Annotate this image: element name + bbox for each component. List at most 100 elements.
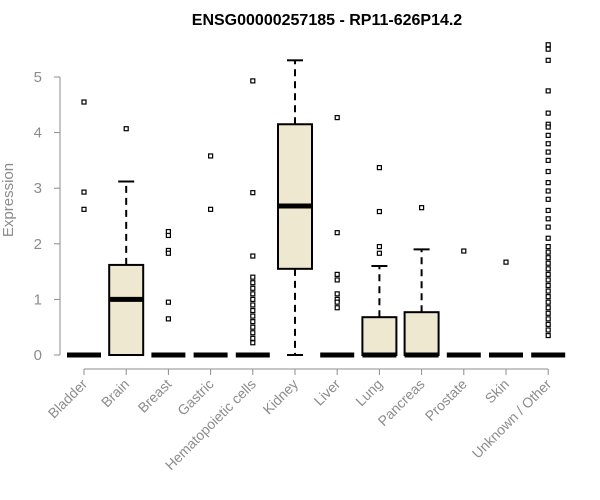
outlier-point (376, 243, 382, 250)
box-breast (151, 228, 186, 358)
outlier-point (545, 110, 551, 116)
outlier-point (545, 188, 551, 194)
outlier-point (81, 99, 87, 105)
y-tick-label: 2 (34, 236, 42, 253)
y-tick-label: 4 (34, 125, 42, 142)
x-tick-label: Unknown / Other (469, 376, 555, 462)
plot-area (67, 42, 566, 358)
outlier-point (545, 249, 551, 255)
outlier-point (81, 189, 87, 195)
outlier-point (250, 78, 256, 84)
box-iqr (277, 123, 313, 270)
outlier-point (123, 126, 129, 132)
outlier-point (545, 260, 551, 266)
outlier-point (545, 157, 551, 163)
outlier-point (545, 255, 551, 261)
y-tick-label: 1 (34, 291, 42, 308)
outlier-point (376, 165, 382, 171)
outlier-point (545, 46, 551, 52)
outlier-point (545, 271, 551, 277)
x-tick-label: Kidney (260, 376, 302, 418)
outlier-point (250, 313, 256, 319)
outlier-point (208, 206, 214, 212)
outlier-point (250, 296, 256, 302)
outlier-point (545, 294, 551, 300)
y-tick-label: 5 (34, 69, 42, 86)
box-liver (320, 114, 355, 358)
outlier-point (545, 299, 551, 305)
outlier-point (545, 305, 551, 311)
outlier-point (545, 180, 551, 186)
outlier-point (545, 235, 551, 241)
outlier-point (165, 250, 171, 256)
box-kidney (277, 59, 313, 356)
chart-title: ENSG00000257185 - RP11-626P14.2 (192, 12, 463, 29)
outlier-point (334, 277, 340, 283)
outlier-point (545, 316, 551, 322)
outlier-point (545, 149, 551, 155)
outlier-point (334, 114, 340, 121)
outlier-point (165, 299, 171, 305)
outlier-point (545, 243, 551, 250)
outlier-point (376, 208, 382, 215)
box-iqr (403, 311, 440, 356)
outlier-point (250, 291, 256, 297)
outlier-point (545, 332, 551, 339)
outlier-point (376, 250, 382, 256)
outlier-point (334, 230, 340, 236)
x-tick-label: Breast (135, 376, 175, 416)
x-tick-label: Brain (98, 376, 132, 410)
outlier-point (545, 42, 551, 48)
outlier-point (250, 335, 256, 341)
outlier-point (250, 307, 256, 314)
y-tick-label: 0 (34, 347, 42, 364)
box-lung (361, 165, 398, 358)
outlier-point (250, 319, 256, 325)
outlier-point (545, 321, 551, 328)
box-iqr (108, 263, 145, 357)
outlier-point (250, 302, 256, 308)
outlier-point (165, 316, 171, 322)
outlier-point (461, 248, 467, 254)
box-bladder (67, 99, 101, 358)
outlier-point (334, 305, 340, 311)
x-tick-label: Pancreas (375, 376, 428, 429)
outlier-point (545, 216, 551, 222)
box-prostate (446, 248, 481, 358)
x-tick-label: Liver (311, 376, 344, 409)
outlier-point (545, 310, 551, 316)
y-tick-label: 3 (34, 180, 42, 197)
outlier-point (545, 277, 551, 283)
box-hematopoietic-cells (235, 78, 270, 358)
outlier-point (334, 299, 340, 305)
outlier-point (250, 190, 256, 196)
outlier-point (81, 206, 87, 212)
outlier-point (503, 259, 509, 265)
box-pancreas (403, 205, 440, 358)
outlier-point (545, 327, 551, 333)
x-tick-label: Prostate (422, 376, 470, 424)
outlier-point (545, 224, 551, 230)
outlier-point (250, 340, 256, 346)
outlier-point (334, 291, 340, 297)
outlier-point (545, 88, 551, 94)
outlier-point (250, 253, 256, 259)
outlier-point (165, 232, 171, 239)
x-tick-label: Bladder (45, 376, 91, 422)
x-tick-label: Skin (482, 376, 513, 407)
outlier-point (419, 205, 425, 211)
box-skin (489, 259, 523, 358)
x-tick-label: Lung (352, 376, 385, 409)
outlier-point (545, 168, 551, 175)
box-iqr (361, 316, 398, 356)
outlier-point (545, 266, 551, 272)
outlier-point (208, 153, 214, 159)
outlier-point (545, 288, 551, 294)
outlier-point (545, 132, 551, 138)
outlier-point (250, 330, 256, 336)
outlier-point (250, 280, 256, 286)
box-brain (108, 126, 145, 357)
outlier-point (545, 207, 551, 214)
